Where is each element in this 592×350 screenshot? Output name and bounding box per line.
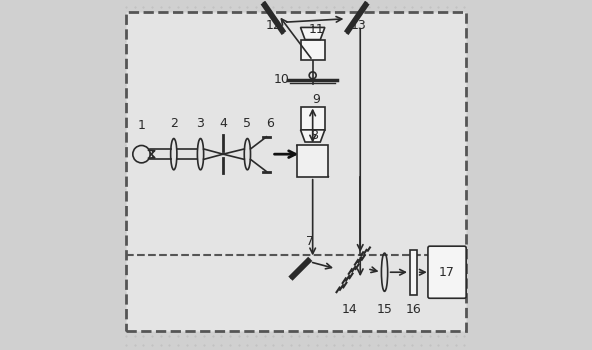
Bar	[301, 40, 325, 61]
Polygon shape	[301, 27, 325, 40]
Polygon shape	[301, 130, 325, 142]
Text: 9: 9	[312, 92, 320, 106]
Text: 12: 12	[266, 19, 281, 32]
Text: 5: 5	[243, 117, 252, 130]
Bar	[297, 146, 329, 177]
Text: 14: 14	[342, 303, 358, 316]
Text: 6: 6	[266, 117, 274, 130]
Text: 13: 13	[350, 19, 366, 32]
Text: 16: 16	[406, 303, 422, 316]
Text: 8: 8	[310, 129, 318, 142]
FancyBboxPatch shape	[428, 246, 466, 298]
FancyBboxPatch shape	[126, 12, 466, 331]
Bar	[301, 107, 325, 130]
Text: 11: 11	[308, 23, 324, 36]
Text: 3: 3	[197, 117, 204, 130]
Bar	[410, 250, 417, 295]
Text: 10: 10	[274, 73, 289, 86]
Text: 7: 7	[306, 235, 314, 248]
Text: 2: 2	[170, 117, 178, 130]
Text: 17: 17	[439, 266, 455, 279]
Text: 15: 15	[377, 303, 392, 316]
Text: 4: 4	[219, 117, 227, 130]
Text: 1: 1	[137, 119, 146, 132]
